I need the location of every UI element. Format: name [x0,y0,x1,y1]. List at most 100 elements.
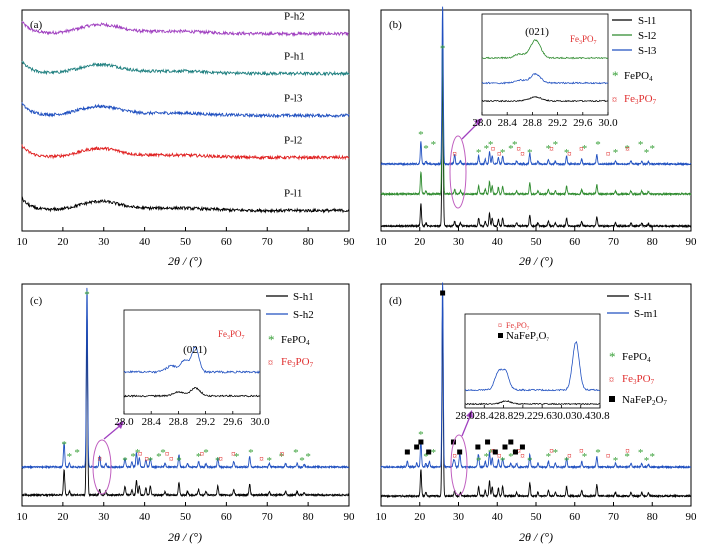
panel-c-inset-tick-label: 28.4 [142,416,162,428]
panel-c-xlabel: 2θ / (°) [168,530,202,544]
fepo4-marker: * [613,455,619,467]
fepo4-marker: * [553,447,559,459]
panel-a-x-tick-label: 40 [139,236,151,248]
fepo4-marker: * [305,451,311,463]
panel-b-x-tick-label: 90 [686,236,698,248]
legend-s-l3: S-l3 [638,45,657,57]
fepo4-marker: * [418,129,424,141]
fepo4-marker: * [423,451,429,463]
curve-p-l3 [21,102,350,119]
fepo4-marker: * [135,447,141,459]
fepo4-marker: * [418,429,424,441]
panel-d-inset-tick-label: 29.2 [513,410,532,422]
fe3po7-marker: ¤ [97,454,102,464]
fepo4-marker: * [488,447,494,459]
series-label-p-l2: P-l2 [284,134,302,146]
curve-p-l2 [21,144,350,161]
panel-a-x-tick-label: 60 [221,236,233,248]
panel-d-inset-ticks: 28.0 28.4 28.8 29.2 29.6 30.0 30.4 30.8 [455,405,610,422]
panel-b-x-tick-label: 70 [608,236,620,248]
panel-b-x-tick-label: 50 [531,236,543,248]
legend-s-l1: S-l1 [638,15,656,27]
panel-b-x-tick-label: 80 [647,236,659,248]
fe3po7-marker: ¤ [549,144,554,154]
fe3po7-marker: ¤ [165,449,170,459]
nafep2o7-marker [414,444,420,450]
panel-a-curves [21,21,350,214]
fe3po7-marker: ¤ [169,454,174,464]
fepo4-marker: * [564,455,570,467]
nafep2o7-marker [512,449,518,455]
panel-d-x-ticks: 10 20 30 40 50 60 70 80 90 [376,502,698,523]
panel-c-highlight-ellipse [92,439,112,495]
panel-b-inset-tick-label: 28.0 [472,117,492,129]
panel-d-x-tick-label: 10 [376,511,388,523]
panel-c-x-tick-label: 90 [344,511,356,523]
fepo4-marker: * [203,447,209,459]
panel-c-inset-curve [123,386,261,398]
panel-d-xlabel: 2θ / (°) [519,530,553,544]
panel-d-inset-tick-label: 28.4 [475,410,495,422]
fepo4-marker: * [644,455,650,467]
fe3po7-marker: ¤ [452,451,457,461]
curve-s-l1 [380,68,692,229]
series-label-p-l1: P-l1 [284,188,302,200]
panel-c-x-tick-label: 70 [262,511,274,523]
legend-nafep2o7: NaFeP2O7 [622,394,667,407]
fepo4-marker: * [122,455,128,467]
panel-d-x-tick-label: 70 [608,511,620,523]
panel-b-inset-peak-label: (021) [525,26,549,38]
fe3po7-marker: ¤ [138,449,143,459]
panel-d-curves [380,282,692,499]
fepo4-marker: * [299,455,305,467]
panel-a-label: (a) [30,19,43,31]
fe3po7-marker: ¤ [516,446,521,456]
panel-d-inset-curve [464,340,601,392]
fe3po7-marker: ¤ [280,449,285,459]
fepo4-marker: * [160,447,166,459]
fepo4-marker: * [234,451,240,463]
fepo4-marker: * [476,147,482,159]
fepo4-marker: * [582,451,588,463]
fepo4-marker: * [440,43,446,55]
fepo4-marker: * [74,447,80,459]
panel-a-x-tick-label: 10 [17,236,29,248]
panel-b-zoom-arrowhead [474,118,482,126]
fepo4-marker: * [267,455,273,467]
nafep2o7-marker [418,439,424,445]
panel-b-legend: S-l1 S-l2 S-l3 * FePO4 ¤ Fe3PO7 [612,15,657,106]
fepo4-marker: * [613,147,619,159]
fepo4-marker: * [476,455,482,467]
fepo4-marker: * [500,455,506,467]
fepo4-marker: * [176,455,182,467]
fepo4-marker: * [484,143,490,155]
fe3po7-marker: ¤ [452,149,457,159]
panel-d-zoom-arrowhead [466,410,473,418]
nafep2o7-marker [485,439,491,445]
nafep2o7-marker [457,449,463,455]
panel-b-x-tick-label: 10 [376,236,388,248]
panel-b: (b) *** ** *** *** * ** * ** * ** *¤ ¤ ¤ ¤ ¤ ¤ ¤ ¤ ¤ ¤ (021… [376,6,698,268]
nafep2o7-marker [440,290,446,296]
svg-text:¤: ¤ [268,358,273,369]
fepo4-marker: * [484,451,490,463]
fe3po7-marker: ¤ [606,149,611,159]
panel-d-x-tick-label: 90 [686,511,698,523]
fepo4-marker: * [148,455,154,467]
legend-fe3po7: Fe3PO7 [622,373,655,386]
panel-a: (a) P-h2 P-h1 P-l3 P-l2 P-l1 10 20 30 40 50 60 70 8… [17,9,355,268]
fepo4-marker: * [508,143,514,155]
panel-d-inset-tick-label: 30.4 [571,410,591,422]
panel-b-x-tick-label: 20 [414,236,426,248]
panel-c-inset-ticks: 28.0 28.4 28.8 29.2 29.6 30.0 [114,411,270,428]
fepo4-marker: * [279,451,285,463]
panel-c-inset-tick-label: 28.8 [169,416,189,428]
panel-c-inset-tick-label: 29.2 [196,416,215,428]
panel-d-inset-tick-label: 28.0 [455,410,475,422]
fepo4-marker: * [553,139,559,151]
panel-c-x-ticks: 10 20 30 40 50 60 70 80 90 [17,502,356,523]
fepo4-marker: * [527,455,533,467]
legend-fepo4: FePO4 [622,351,651,364]
fepo4-marker: * [546,143,552,155]
